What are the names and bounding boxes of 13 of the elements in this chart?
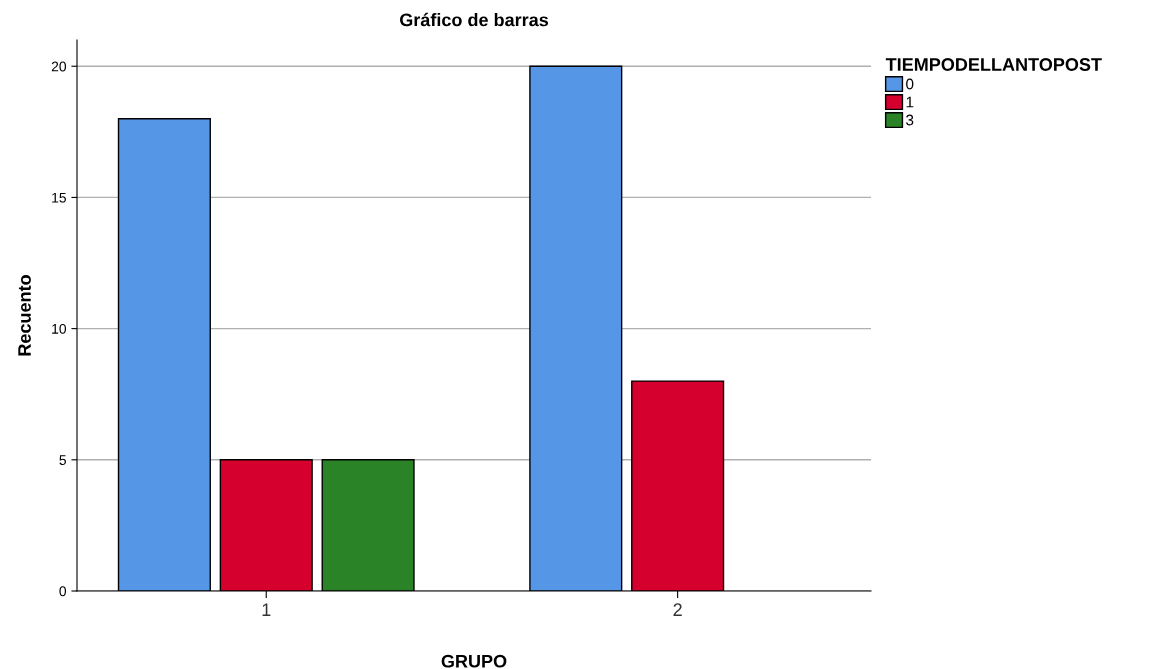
legend-label: 0 bbox=[906, 78, 914, 90]
y-tick-label: 5 bbox=[59, 455, 66, 465]
x-axis-title: GRUPO bbox=[441, 654, 507, 668]
y-tick-label: 15 bbox=[52, 192, 66, 203]
y-tick-label: 10 bbox=[52, 323, 67, 334]
chart-title: Gráfico de barras bbox=[399, 12, 549, 27]
legend-label: 1 bbox=[906, 96, 914, 108]
y-tick-label: 20 bbox=[51, 61, 67, 72]
x-tick-label: 2 bbox=[673, 603, 682, 616]
y-tick-label: 0 bbox=[59, 586, 67, 597]
legend-label: 3 bbox=[906, 114, 914, 126]
legend-title: TIEMPODELLANTOPOST bbox=[885, 58, 1102, 71]
y-axis-title: Recuento bbox=[18, 275, 31, 356]
